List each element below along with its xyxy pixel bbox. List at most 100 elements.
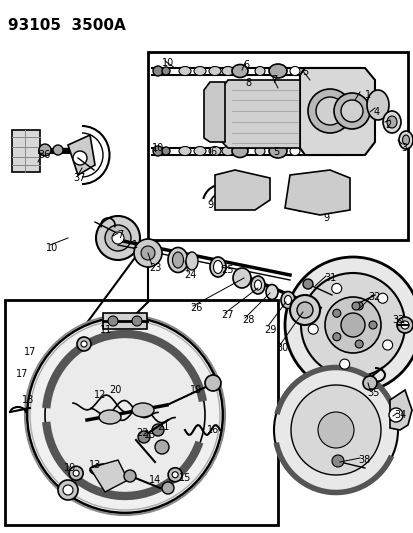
Circle shape — [132, 316, 142, 326]
Circle shape — [39, 144, 51, 156]
Text: 9: 9 — [322, 213, 328, 223]
Ellipse shape — [266, 285, 277, 300]
Ellipse shape — [280, 292, 294, 309]
Circle shape — [333, 93, 369, 129]
Text: 36: 36 — [38, 150, 50, 160]
Text: 20: 20 — [109, 385, 121, 395]
Circle shape — [354, 340, 362, 348]
Bar — [147, 52, 407, 240]
Text: 37: 37 — [74, 173, 86, 183]
Text: 7: 7 — [116, 230, 123, 240]
Text: 35: 35 — [367, 388, 379, 398]
Text: 10: 10 — [152, 143, 164, 153]
Circle shape — [273, 368, 397, 492]
Text: 6: 6 — [209, 147, 216, 157]
Circle shape — [340, 313, 364, 337]
Ellipse shape — [386, 116, 396, 128]
Polygon shape — [90, 460, 128, 492]
Circle shape — [300, 273, 404, 377]
Polygon shape — [299, 68, 374, 155]
Ellipse shape — [268, 144, 286, 158]
Circle shape — [388, 408, 402, 422]
Text: 4: 4 — [373, 107, 379, 117]
Ellipse shape — [231, 144, 247, 157]
Circle shape — [153, 146, 163, 156]
Text: 8: 8 — [244, 78, 250, 88]
Ellipse shape — [209, 257, 225, 277]
Circle shape — [290, 385, 380, 475]
Text: 3: 3 — [400, 143, 406, 153]
Text: 1: 1 — [132, 240, 138, 250]
Circle shape — [161, 147, 170, 155]
Text: 18: 18 — [22, 395, 34, 405]
Circle shape — [351, 302, 359, 310]
Circle shape — [324, 297, 380, 353]
Text: 27: 27 — [221, 310, 234, 320]
Circle shape — [27, 317, 223, 513]
Ellipse shape — [398, 131, 412, 149]
Ellipse shape — [209, 147, 221, 156]
Text: 93105  3500A: 93105 3500A — [8, 18, 126, 33]
Circle shape — [141, 246, 154, 260]
Circle shape — [307, 89, 351, 133]
Text: 5: 5 — [301, 67, 307, 77]
Ellipse shape — [289, 147, 299, 156]
Circle shape — [317, 412, 353, 448]
Ellipse shape — [221, 67, 233, 76]
Circle shape — [73, 151, 87, 165]
Circle shape — [354, 302, 362, 310]
Ellipse shape — [172, 252, 183, 268]
Circle shape — [124, 470, 136, 482]
Text: 38: 38 — [357, 455, 369, 465]
Text: 7: 7 — [270, 75, 276, 85]
Circle shape — [58, 480, 78, 500]
Circle shape — [331, 455, 343, 467]
Polygon shape — [68, 135, 95, 175]
Circle shape — [134, 239, 161, 267]
Text: 19: 19 — [64, 463, 76, 473]
Circle shape — [362, 376, 376, 390]
Circle shape — [108, 316, 118, 326]
Text: 23: 23 — [148, 263, 161, 273]
Circle shape — [112, 232, 124, 244]
Text: 2: 2 — [384, 120, 390, 130]
Text: 21: 21 — [157, 422, 169, 432]
Ellipse shape — [194, 67, 206, 76]
Text: 30: 30 — [275, 343, 287, 353]
Circle shape — [332, 309, 340, 317]
Polygon shape — [214, 170, 269, 210]
Text: 17: 17 — [24, 347, 36, 357]
Circle shape — [63, 485, 73, 495]
Ellipse shape — [284, 295, 291, 304]
Circle shape — [105, 225, 131, 251]
Circle shape — [284, 257, 413, 393]
Text: 26: 26 — [189, 303, 202, 313]
Text: 32: 32 — [368, 292, 380, 302]
Circle shape — [307, 324, 318, 334]
Ellipse shape — [231, 64, 247, 77]
Circle shape — [152, 424, 164, 436]
Text: 14: 14 — [149, 475, 161, 485]
Circle shape — [53, 145, 63, 155]
Text: 13: 13 — [89, 460, 101, 470]
Ellipse shape — [132, 403, 154, 417]
Polygon shape — [204, 82, 224, 142]
Circle shape — [138, 431, 150, 443]
Circle shape — [81, 341, 87, 347]
Circle shape — [69, 466, 83, 480]
Text: 11: 11 — [100, 325, 112, 335]
Ellipse shape — [233, 268, 250, 288]
Text: 17: 17 — [16, 369, 28, 379]
Circle shape — [296, 302, 312, 318]
Text: 33: 33 — [391, 315, 403, 325]
Text: 24: 24 — [183, 270, 196, 280]
Circle shape — [339, 359, 349, 369]
Circle shape — [161, 67, 170, 75]
Circle shape — [77, 337, 91, 351]
Text: 15: 15 — [178, 473, 191, 483]
Text: 29: 29 — [263, 325, 275, 335]
Ellipse shape — [90, 464, 120, 476]
Text: 19: 19 — [190, 385, 202, 395]
Bar — [103, 313, 147, 329]
Text: 31: 31 — [323, 273, 335, 283]
